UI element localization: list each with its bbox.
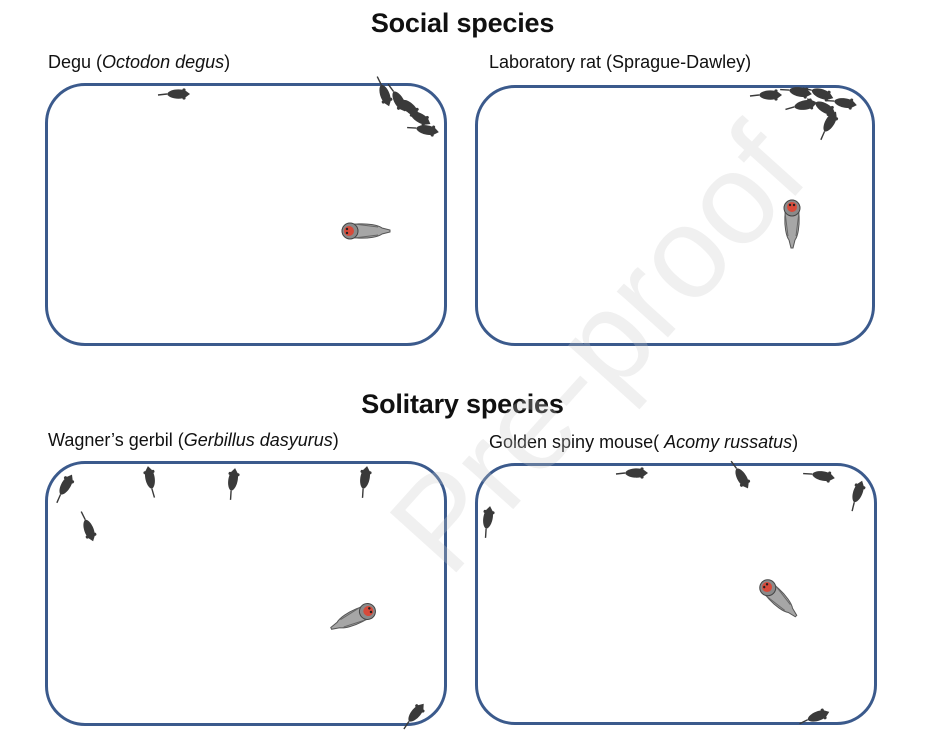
- rat-arena: [475, 85, 875, 346]
- spiny-mouse-arena: [475, 463, 877, 725]
- gerbil-label: Wagner’s gerbil (Gerbillus dasyurus): [48, 430, 339, 451]
- gerbil-name: Wagner’s gerbil (: [48, 430, 184, 450]
- degu-species: Octodon degus: [102, 52, 225, 72]
- solitary-species-title: Solitary species: [361, 389, 564, 419]
- social-species-title: Social species: [370, 8, 555, 38]
- spiny-mouse-species: Acomy russatus: [664, 432, 793, 452]
- rat-label: Laboratory rat (Sprague-Dawley): [489, 52, 752, 72]
- degu-label: Degu (Octodon degus): [48, 52, 230, 73]
- gerbil-species: Gerbillus dasyurus: [183, 430, 333, 450]
- degu-arena: [45, 83, 447, 346]
- degu-close: ): [224, 52, 231, 72]
- spiny-mouse-label: Golden spiny mouse( Acomy russatus): [489, 432, 798, 453]
- degu-name: Degu (: [48, 52, 103, 72]
- spiny-mouse-name: Golden spiny mouse(: [489, 432, 665, 452]
- gerbil-close: ): [332, 430, 339, 450]
- gerbil-arena: [45, 461, 447, 726]
- spiny-mouse-close: ): [792, 432, 799, 452]
